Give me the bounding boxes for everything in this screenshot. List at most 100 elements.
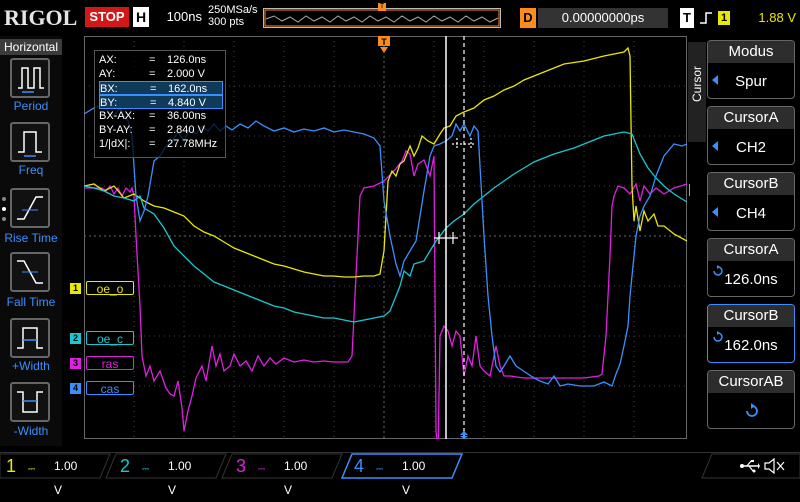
channel-status-bar bbox=[0, 452, 800, 481]
trigger-level-value[interactable]: 1.88 V bbox=[758, 10, 796, 25]
knob-rotate-icon bbox=[713, 265, 723, 276]
ch2-scale: 1.00 V bbox=[168, 459, 192, 497]
cursor-readout-row: AX: = 126.0ns bbox=[99, 53, 223, 67]
svg-text:T: T bbox=[381, 37, 387, 47]
cursor-b-position-value: 162.0ns bbox=[724, 337, 778, 354]
cursor-b-source-button[interactable]: CursorB CH4 bbox=[707, 172, 795, 231]
readout-key: BY: bbox=[100, 97, 118, 109]
ch4-scale: 1.00 V bbox=[402, 459, 426, 497]
timebase-value[interactable]: 100ns bbox=[166, 9, 202, 24]
ch1-label-tag[interactable]: oe_o bbox=[86, 281, 134, 296]
cursor-readout-row: BY-AY: = 2.840 V bbox=[99, 123, 223, 137]
mute-speaker-icon[interactable] bbox=[763, 458, 785, 474]
measure-period-label: Period bbox=[13, 99, 49, 113]
readout-eq: = bbox=[149, 138, 156, 150]
ch4-number: 4 bbox=[354, 456, 365, 476]
ch2-number: 2 bbox=[120, 456, 131, 476]
readout-eq: = bbox=[149, 68, 156, 80]
readout-key: AY: bbox=[99, 68, 116, 80]
selector-arrow-icon bbox=[712, 75, 718, 85]
cursor-b-position-button[interactable]: CursorB 162.0ns bbox=[707, 304, 795, 363]
rise-time-icon bbox=[17, 196, 43, 220]
readout-value: 4.840 V bbox=[168, 97, 206, 109]
readout-value: 27.78MHz bbox=[167, 138, 218, 150]
selector-arrow-icon bbox=[712, 141, 718, 151]
cursor-b-source-title: CursorB bbox=[708, 173, 794, 195]
readout-eq: = bbox=[150, 97, 157, 109]
measure-fall-time-button[interactable] bbox=[10, 252, 50, 292]
cursor-a-position-title: CursorA bbox=[708, 239, 794, 261]
frequency-icon bbox=[18, 131, 42, 157]
page-dots-icon bbox=[2, 195, 8, 225]
readout-eq: = bbox=[149, 110, 156, 122]
memory-overview-trace bbox=[264, 9, 500, 27]
ch1-scale: 1.00 V bbox=[54, 459, 78, 497]
readout-key: 1/|dX|: bbox=[99, 138, 131, 150]
cursor-a-position-button[interactable]: CursorA 126.0ns bbox=[707, 238, 795, 297]
measure-category-title: Horizontal bbox=[0, 39, 62, 55]
rising-edge-icon bbox=[700, 12, 712, 24]
measure-negative-width-button[interactable] bbox=[10, 382, 50, 422]
cursor-b-source-value: CH4 bbox=[735, 205, 766, 222]
dc-coupling-icon: ⎓ bbox=[258, 464, 266, 474]
cursor-readout-panel: AX: = 126.0ns AY: = 2.000 V BX: = 162.0ns BY: =… bbox=[94, 50, 226, 158]
readout-value: 2.840 V bbox=[167, 124, 205, 136]
ch4-offset-marker[interactable]: 4 bbox=[70, 383, 81, 394]
trigger-position-marker: T bbox=[378, 3, 386, 11]
negative-width-icon bbox=[17, 391, 43, 413]
ch1-offset-marker[interactable]: 1 bbox=[70, 283, 81, 294]
selector-arrow-icon bbox=[712, 207, 718, 217]
ch2-offset-marker[interactable]: 2 bbox=[70, 333, 81, 344]
ch3-number: 3 bbox=[236, 456, 247, 476]
cursor-readout-row: 1/|dX|: = 27.78MHz bbox=[99, 137, 223, 151]
measure-negative-width-label: -Width bbox=[13, 424, 49, 438]
measure-freq-button[interactable] bbox=[10, 122, 50, 162]
measure-positive-width-label: +Width bbox=[12, 359, 50, 373]
measure-rise-time-label: Rise Time bbox=[4, 231, 58, 245]
measure-rise-time-button[interactable] bbox=[10, 188, 50, 228]
readout-value: 126.0ns bbox=[167, 54, 207, 66]
measure-period-button[interactable] bbox=[10, 58, 50, 98]
readout-eq: = bbox=[150, 83, 157, 95]
measure-positive-width-button[interactable] bbox=[10, 318, 50, 358]
cursor-b-position-title: CursorB bbox=[708, 305, 794, 327]
readout-key: BX-AX: bbox=[99, 110, 136, 122]
trigger-source-badge: 1 bbox=[718, 11, 730, 25]
cursor-menu-tab: Cursor bbox=[688, 42, 706, 142]
usb-icon bbox=[740, 460, 760, 473]
readout-eq: = bbox=[149, 54, 156, 66]
measure-fall-time-label: Fall Time bbox=[6, 295, 56, 309]
cursor-mode-button[interactable]: Modus Spur bbox=[707, 40, 795, 99]
readout-eq: = bbox=[149, 124, 156, 136]
trigger-label: T bbox=[680, 8, 694, 28]
positive-width-icon bbox=[17, 327, 43, 349]
run-stop-indicator[interactable]: STOP bbox=[85, 7, 129, 27]
readout-key: AX: bbox=[99, 54, 117, 66]
trigger-time-marker-icon[interactable]: T bbox=[377, 36, 391, 56]
cursor-readout-row: BX: = 162.0ns bbox=[99, 81, 223, 95]
readout-key: BY-AY: bbox=[99, 124, 133, 136]
cursor-ab-button[interactable]: CursorAB bbox=[707, 370, 795, 429]
cursor-a-source-title: CursorA bbox=[708, 107, 794, 129]
waveform-memory-overview: T bbox=[263, 3, 501, 28]
cursor-readout-row: AY: = 2.000 V bbox=[99, 67, 223, 81]
memory-depth: 300 pts bbox=[208, 16, 245, 28]
ch3-scale: 1.00 V bbox=[284, 459, 308, 497]
cursor-a-source-button[interactable]: CursorA CH2 bbox=[707, 106, 795, 165]
cursor-readout-row: BX-AX: = 36.00ns bbox=[99, 109, 223, 123]
acquisition-info: 250MSa/s 300 pts bbox=[208, 4, 258, 28]
ch2-label-tag[interactable]: oe_c bbox=[86, 331, 134, 346]
ch3-offset-marker[interactable]: 3 bbox=[70, 358, 81, 369]
dc-coupling-icon: ⎓ bbox=[142, 464, 150, 474]
ch3-label-tag[interactable]: ras bbox=[86, 356, 134, 371]
cursor-menu-tab-label: Cursor bbox=[690, 65, 704, 102]
channel-status-frames bbox=[0, 453, 800, 479]
cursor-a-source-value: CH2 bbox=[735, 139, 766, 156]
cursor-ab-marker-icon bbox=[460, 431, 468, 439]
dc-coupling-icon: ⎓ bbox=[28, 464, 36, 474]
horizontal-delay-value[interactable]: 0.00000000ps bbox=[538, 8, 668, 28]
knob-rotate-icon bbox=[746, 403, 758, 417]
cursor-mode-title: Modus bbox=[708, 41, 794, 63]
ch4-label-tag[interactable]: cas bbox=[86, 381, 134, 396]
sample-rate: 250MSa/s bbox=[208, 4, 258, 16]
